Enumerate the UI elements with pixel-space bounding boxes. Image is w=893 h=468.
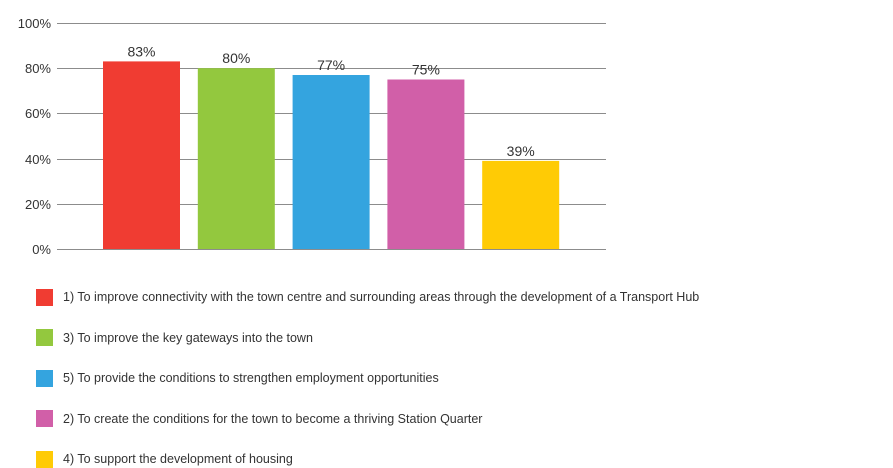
y-tick-label: 80% xyxy=(25,61,51,76)
data-labels: 83% 80% 77% 75% 39% xyxy=(127,43,534,158)
bar-1 xyxy=(103,61,180,250)
legend-item-3: 5) To provide the conditions to strength… xyxy=(36,369,439,387)
bars xyxy=(103,61,560,250)
y-tick-label: 40% xyxy=(25,152,51,167)
bar-chart: 0% 20% 40% 60% 80% 100% 83% 80% 77% 75% 39% xyxy=(18,16,606,257)
data-label-5: 39% xyxy=(507,143,535,159)
legend-label: 5) To provide the conditions to strength… xyxy=(63,371,439,385)
legend-item-1: 1) To improve connectivity with the town… xyxy=(36,288,699,306)
legend-label: 1) To improve connectivity with the town… xyxy=(63,290,700,304)
legend-swatch xyxy=(36,288,53,306)
data-label-2: 80% xyxy=(222,50,250,66)
legend-item-5: 4) To support the development of housing xyxy=(36,450,293,468)
legend-label: 4) To support the development of housing xyxy=(63,452,293,466)
legend-swatch xyxy=(36,450,53,468)
y-tick-label: 0% xyxy=(32,242,51,257)
legend-item-4: 2) To create the conditions for the town… xyxy=(36,410,482,428)
legend-swatch xyxy=(36,329,53,346)
legend-swatch xyxy=(36,369,53,387)
bar-4 xyxy=(387,79,465,249)
data-label-3: 77% xyxy=(317,57,345,73)
y-axis-tick-labels: 0% 20% 40% 60% 80% 100% xyxy=(18,16,52,257)
y-tick-label: 20% xyxy=(25,197,51,212)
bar-5 xyxy=(482,160,560,249)
data-label-4: 75% xyxy=(412,62,440,78)
data-label-1: 83% xyxy=(127,43,155,59)
legend-swatch xyxy=(36,410,53,427)
y-tick-label: 60% xyxy=(25,106,51,121)
legend-item-2: 3) To improve the key gateways into the … xyxy=(36,329,313,347)
legend-label: 2) To create the conditions for the town… xyxy=(63,411,483,426)
legend-label: 3) To improve the key gateways into the … xyxy=(63,330,313,345)
bar-3 xyxy=(292,75,370,249)
y-tick-label: 100% xyxy=(18,16,52,31)
bar-2 xyxy=(197,68,275,249)
